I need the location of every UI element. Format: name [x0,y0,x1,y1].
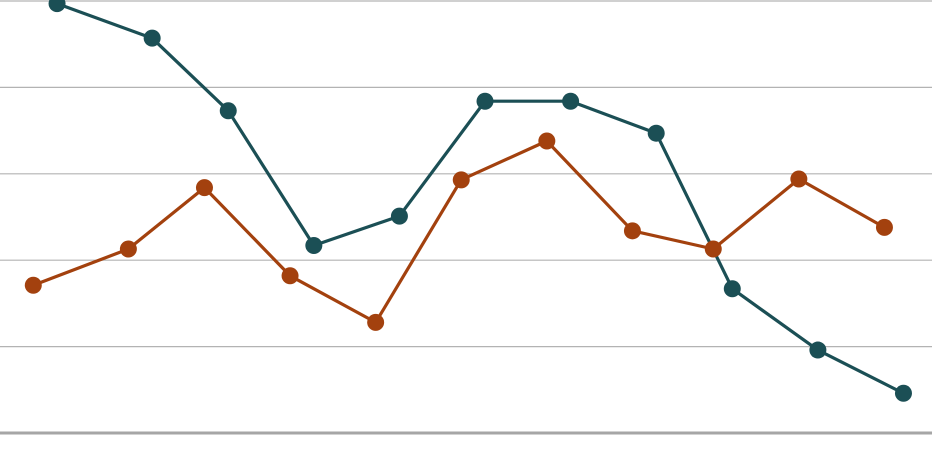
series-2-point-1 [24,276,42,294]
series-1-point-4 [305,237,323,255]
series-1-point-2 [143,29,161,47]
series-2-point-6 [452,171,470,189]
gridlines [0,0,932,435]
series-2-point-9 [704,240,722,258]
series-1-point-11 [894,384,912,402]
series-2-point-11 [875,218,893,236]
series-2-point-5 [367,313,385,331]
series-2-point-3 [195,179,213,197]
series-1-point-8 [647,124,665,142]
series-1-point-3 [219,102,237,120]
series-2-point-10 [790,170,808,188]
series-2-point-2 [119,240,137,258]
series-lines [31,1,906,395]
series-1-point-9 [723,280,741,298]
series-1-point-7 [562,92,580,110]
series-2-line [31,139,887,324]
series-2-point-4 [281,267,299,285]
series-1-point-1 [48,0,66,13]
series-2-point-8 [623,222,641,240]
series-markers [24,0,912,402]
series-1-point-5 [390,207,408,225]
series-2-point-7 [538,132,556,150]
series-1-point-6 [476,92,494,110]
series-1-point-10 [809,341,827,359]
